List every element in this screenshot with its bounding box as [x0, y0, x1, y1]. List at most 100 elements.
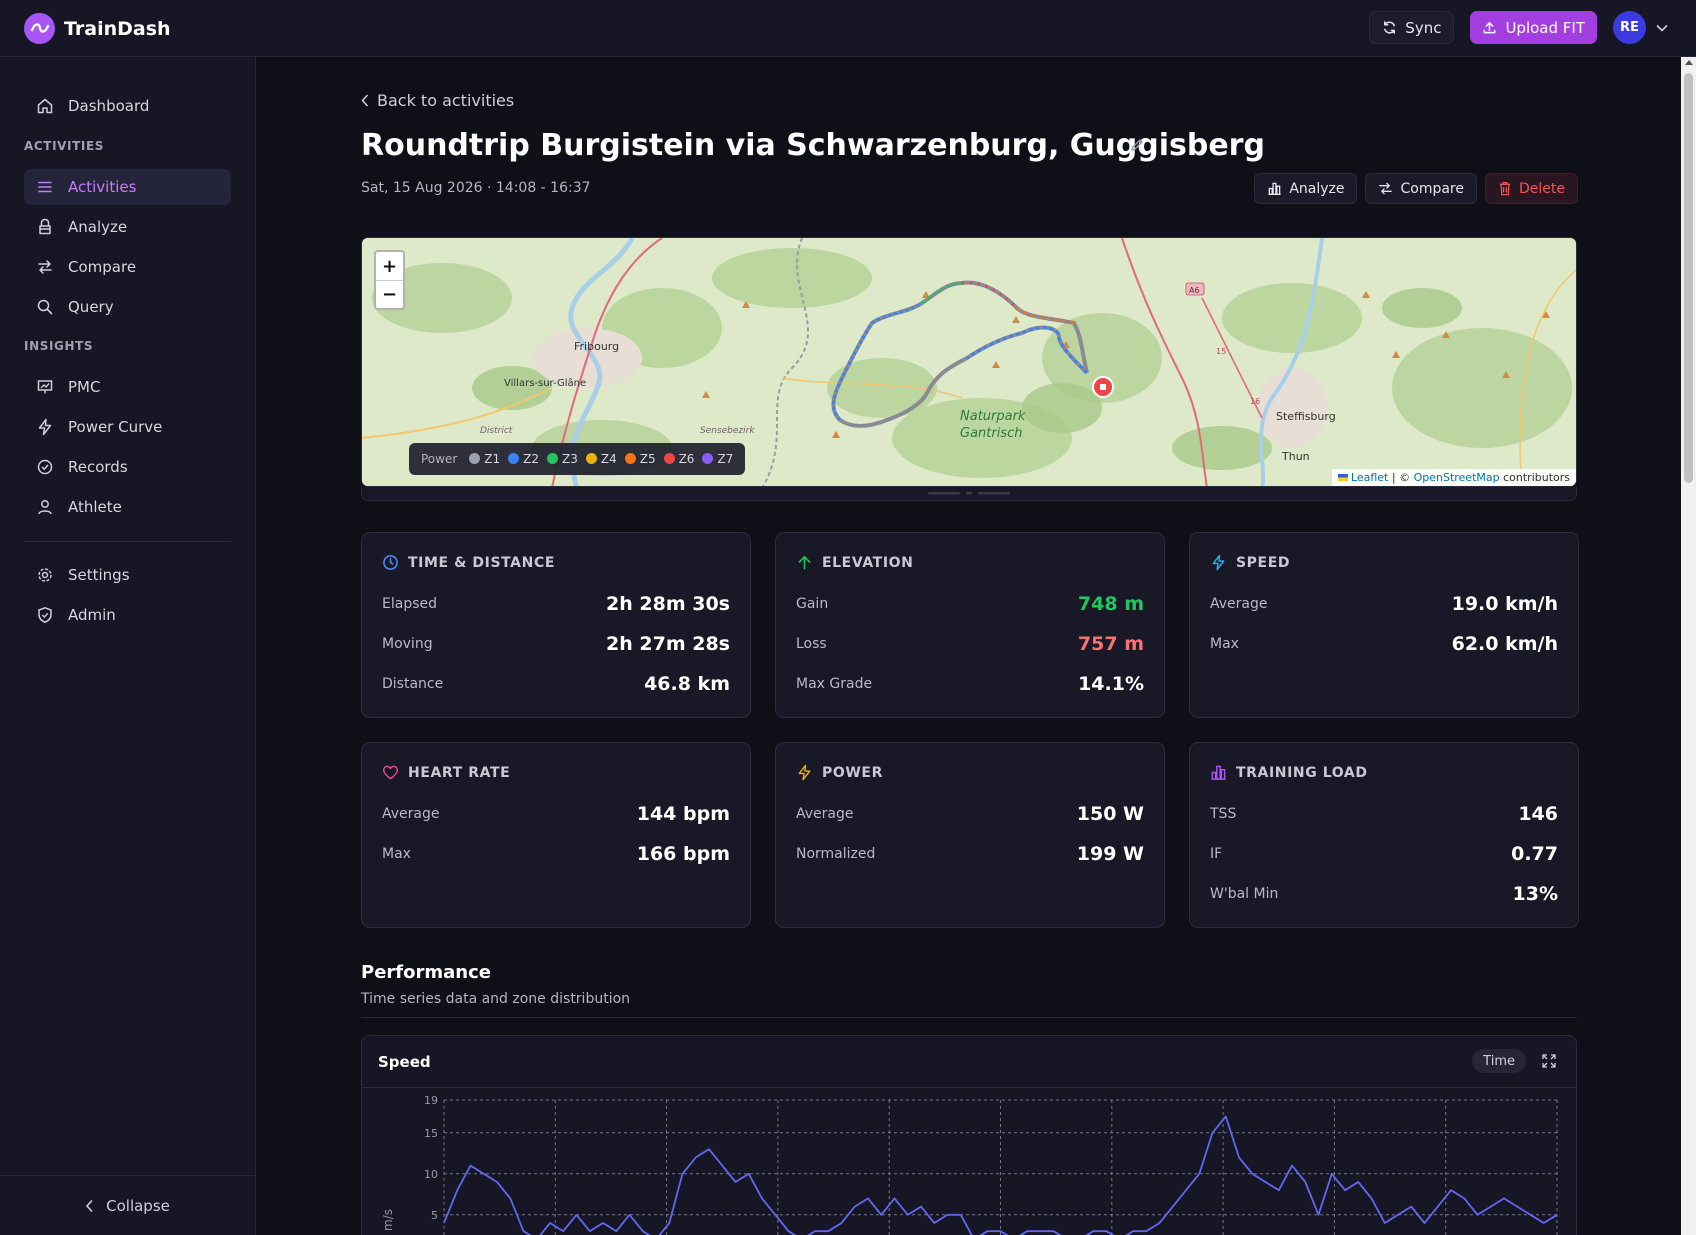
leaflet-link[interactable]: Leaflet: [1350, 471, 1389, 484]
place-label-naturpark: Naturpark: [960, 409, 1026, 424]
legend-item-z1: Z1: [469, 452, 500, 466]
power-zone-legend: Power Z1 Z2 Z3 Z4 Z5 Z6 Z7: [409, 443, 746, 475]
lightning-icon: [1212, 554, 1225, 571]
back-to-activities-link[interactable]: Back to activities: [361, 91, 514, 110]
map-attribution: Leaflet | © OpenStreetMap contributors: [1331, 469, 1576, 486]
card-title: TRAINING LOAD: [1236, 764, 1368, 781]
home-icon: [37, 98, 53, 114]
sidebar-item-admin[interactable]: Admin: [24, 597, 231, 633]
sidebar-item-label: Dashboard: [68, 97, 150, 115]
scroll-up-arrow-icon[interactable]: [1685, 60, 1693, 65]
wbal-min-value: 13%: [1512, 883, 1558, 905]
speed-chart[interactable]: 19 15 10 5 m/s: [362, 1089, 1576, 1235]
user-icon: [38, 500, 52, 515]
sidebar-item-power-curve[interactable]: Power Curve: [24, 409, 231, 445]
sidebar-item-athlete[interactable]: Athlete: [24, 489, 231, 525]
sidebar-item-dashboard[interactable]: Dashboard: [24, 88, 231, 124]
grip-icon: [928, 492, 1010, 495]
section-activities: ACTIVITIES: [24, 139, 104, 153]
sidebar-item-pmc[interactable]: PMC: [24, 369, 231, 405]
place-label-district: District: [480, 426, 513, 436]
y-tick-label: 15: [424, 1127, 438, 1140]
avg-hr-value: 144 bpm: [636, 803, 730, 825]
search-icon: [37, 299, 53, 315]
brand[interactable]: TrainDash: [24, 13, 171, 44]
analyze-button[interactable]: Analyze: [1254, 173, 1358, 204]
sidebar-item-label: Query: [68, 298, 114, 316]
normalized-power-value: 199 W: [1076, 843, 1144, 865]
activity-datetime: Sat, 15 Aug 2026 · 14:08 - 16:37: [361, 180, 591, 196]
zoom-out-button[interactable]: −: [376, 280, 403, 308]
card-title: TIME & DISTANCE: [408, 554, 555, 571]
sidebar-item-label: Settings: [68, 566, 130, 584]
stat-label: IF: [1210, 846, 1223, 862]
shield-icon: [38, 607, 52, 624]
swap-icon: [1379, 182, 1393, 195]
place-label-steffisburg: Steffisburg: [1276, 410, 1336, 423]
y-tick-label: 10: [424, 1168, 438, 1181]
collapse-button[interactable]: Collapse: [0, 1175, 255, 1235]
lightning-icon: [798, 764, 811, 781]
stat-label: Normalized: [796, 846, 876, 862]
stat-label: Distance: [382, 676, 444, 692]
legend-item-z7: Z7: [702, 452, 733, 466]
openstreetmap-link[interactable]: OpenStreetMap: [1413, 471, 1500, 484]
route-map[interactable]: Fribourg Villars-sur-Glâne Naturpark Gan…: [361, 237, 1577, 487]
expand-icon[interactable]: [1542, 1054, 1556, 1068]
sync-button[interactable]: Sync: [1369, 11, 1455, 44]
zoom-controls: + −: [374, 250, 405, 310]
logo-icon: [24, 13, 55, 44]
page-title: Roundtrip Burgistein via Schwarzenburg, …: [361, 128, 1265, 163]
edit-title-pencil-icon[interactable]: [1129, 137, 1145, 157]
stat-label: Moving: [382, 636, 433, 652]
attribution-separator: | ©: [1388, 471, 1414, 484]
sidebar-item-label: PMC: [68, 378, 101, 396]
chevron-left-icon: [86, 1199, 93, 1212]
max-speed-value: 62.0 km/h: [1451, 633, 1558, 655]
sidebar-item-query[interactable]: Query: [24, 289, 231, 325]
road-label-15: 15: [1216, 347, 1226, 356]
user-menu[interactable]: RE: [1613, 11, 1668, 44]
tss-value: 146: [1518, 803, 1558, 825]
max-hr-value: 166 bpm: [636, 843, 730, 865]
sidebar-item-analyze[interactable]: Analyze: [24, 209, 231, 245]
chart-title: Speed: [378, 1053, 431, 1071]
stat-label: Elapsed: [382, 596, 437, 612]
chevron-down-icon: [1656, 24, 1668, 32]
upload-fit-button[interactable]: Upload FIT: [1470, 11, 1597, 44]
legend-item-z3: Z3: [547, 452, 578, 466]
speed-series-line: [443, 1115, 1558, 1235]
section-title: Performance: [361, 962, 491, 983]
place-label-fribourg: Fribourg: [574, 340, 619, 353]
zoom-in-button[interactable]: +: [381, 255, 398, 277]
y-tick-label: 19: [424, 1094, 438, 1107]
top-bar: TrainDash Sync Upload FIT RE: [0, 0, 1696, 57]
y-tick-label: 5: [431, 1209, 438, 1222]
collapse-label: Collapse: [106, 1196, 170, 1215]
scrollbar-thumb[interactable]: [1684, 73, 1693, 483]
sidebar-item-records[interactable]: Records: [24, 449, 231, 485]
ukraine-flag-icon: [1337, 474, 1348, 481]
sidebar-item-label: Power Curve: [68, 418, 163, 436]
time-axis-toggle[interactable]: Time: [1472, 1049, 1526, 1073]
sync-label: Sync: [1405, 18, 1442, 37]
map-resize-handle[interactable]: [361, 487, 1577, 501]
sidebar-item-compare[interactable]: Compare: [24, 249, 231, 285]
chart-header: Speed Time: [362, 1036, 1576, 1088]
app-name: TrainDash: [64, 17, 171, 40]
legend-label: Z6: [678, 452, 695, 466]
chevron-left-icon: [361, 94, 369, 107]
sidebar-item-label: Activities: [68, 178, 137, 196]
compare-button[interactable]: Compare: [1365, 173, 1477, 204]
legend-label: Z1: [484, 452, 501, 466]
delete-button[interactable]: Delete: [1485, 173, 1578, 204]
speed-chart-card: Speed Time 19 15 10 5 m/s: [361, 1035, 1577, 1235]
sidebar-item-activities[interactable]: Activities: [24, 169, 231, 205]
stat-label: Average: [1210, 596, 1268, 612]
card-title: POWER: [822, 764, 883, 781]
check-circle-icon: [37, 459, 53, 475]
place-label-sensebezirk: Sensebezirk: [700, 426, 755, 436]
place-label-gantrisch: Gantrisch: [960, 426, 1023, 441]
sidebar-item-settings[interactable]: Settings: [24, 557, 231, 593]
analyze-label: Analyze: [1289, 180, 1345, 197]
